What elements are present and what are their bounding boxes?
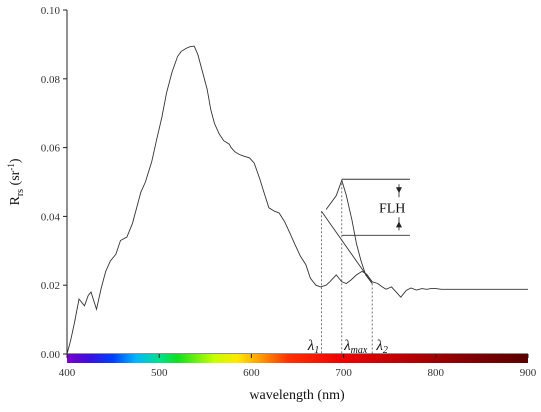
lambda-2-label-symbol: λ [375, 338, 383, 354]
lambda-1-label-subscript: 1 [314, 345, 319, 356]
lambda-1-label: λ1 [307, 338, 320, 356]
y-tick-label: 0.08 [41, 74, 61, 86]
lambda-2-label-subscript: 2 [383, 345, 388, 356]
y-tick-label: 0.02 [41, 280, 60, 292]
x-axis-title: wavelength (nm) [249, 388, 345, 403]
series-line-0 [66, 45, 528, 355]
x-tick-label: 400 [59, 367, 76, 379]
x-tick-label: 800 [428, 367, 445, 379]
series-layer [66, 45, 528, 355]
y-tick-label: 0.04 [41, 211, 61, 223]
y-axis-title: Rrs (sr-1) [6, 158, 26, 205]
y-axis-ticks: 0.00 0.02 0.04 0.06 0.08 0.10 [41, 5, 67, 361]
x-tick-label: 500 [151, 367, 168, 379]
x-tick-label: 700 [335, 367, 352, 379]
x-axis-ticks: 400 500 600 700 800 900 [59, 354, 537, 379]
spectrum-colorbar [67, 354, 528, 363]
x-tick-label: 900 [520, 367, 537, 379]
fluorescence-peak-curve [325, 178, 373, 284]
lambda-1-label-symbol: λ [307, 338, 315, 354]
y-tick-label: 0.06 [41, 143, 61, 155]
baseline-line [321, 210, 373, 284]
y-tick-label: 0.00 [41, 349, 61, 361]
lambda-max-label: λmax [343, 338, 368, 356]
flh-label: FLH [379, 201, 405, 216]
flh-arrow-up-head [395, 221, 402, 228]
lambda-max-label-symbol: λ [343, 338, 351, 354]
lambda-max-label-subscript: max [351, 345, 368, 356]
flh-arrow-down-head [395, 187, 402, 194]
lambda-2-label: λ2 [375, 338, 388, 356]
x-tick-label: 600 [243, 367, 260, 379]
y-tick-label: 0.10 [41, 5, 61, 17]
